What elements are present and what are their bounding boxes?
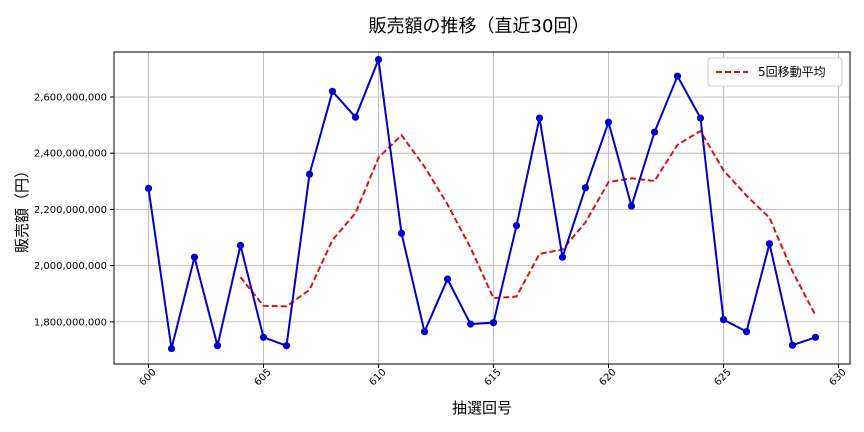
legend-box	[707, 57, 843, 87]
sales-point	[811, 333, 820, 341]
sales-point	[650, 128, 659, 136]
sales-line	[147, 55, 816, 349]
sales-point	[259, 333, 268, 341]
sales-point	[604, 118, 613, 126]
y-tick-label: 2,400,000,000	[34, 149, 107, 160]
sales-point	[236, 241, 245, 249]
sales-point	[627, 202, 636, 210]
sales-point	[144, 184, 153, 192]
sales-point	[420, 328, 429, 336]
grid-lines	[114, 52, 850, 364]
plot-frame	[113, 51, 851, 365]
sales-point	[489, 319, 498, 327]
y-tick-label: 2,000,000,000	[34, 261, 107, 272]
sales-point	[213, 342, 222, 350]
x-tick-label: 610	[368, 367, 389, 388]
sales-point	[443, 275, 452, 283]
sales-point	[558, 253, 567, 261]
y-tick-label: 2,600,000,000	[34, 92, 107, 103]
sales-point	[190, 253, 199, 261]
sales-point	[788, 341, 797, 349]
sales-point	[696, 114, 705, 122]
sales-point	[282, 342, 291, 350]
sales-point	[765, 240, 774, 248]
sales-point	[466, 320, 475, 328]
sales-point	[328, 87, 337, 95]
series-layer	[144, 55, 820, 353]
x-tick-label: 620	[598, 367, 619, 388]
x-tick-label: 630	[828, 367, 849, 388]
sales-point	[742, 328, 751, 336]
legend-label-moving-average: 5回移動平均	[758, 65, 826, 79]
moving-average-line	[239, 129, 817, 316]
x-tick-label: 605	[253, 367, 274, 388]
sales-point	[512, 222, 521, 230]
sales-point	[397, 229, 406, 237]
x-tick-label: 600	[138, 367, 159, 388]
sales-point	[581, 184, 590, 192]
legend: 5回移動平均	[707, 57, 843, 87]
sales-point	[719, 315, 728, 324]
y-axis-title: 販売額（円）	[13, 163, 31, 253]
chart-title: 販売額の推移（直近30回）	[369, 16, 590, 37]
x-tick-label: 625	[713, 367, 734, 388]
y-tick-label: 2,200,000,000	[34, 205, 107, 216]
sales-point	[374, 55, 383, 64]
sales-point	[167, 344, 176, 353]
sales-point	[673, 72, 682, 80]
sales-point	[535, 114, 544, 122]
sales-point	[351, 113, 360, 121]
x-axis-title: 抽選回号	[452, 399, 512, 417]
x-tick-label: 615	[483, 367, 504, 388]
sales-point	[305, 170, 314, 178]
y-tick-label: 1,800,000,000	[34, 317, 107, 328]
